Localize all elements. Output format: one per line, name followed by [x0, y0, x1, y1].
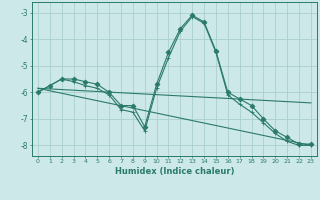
X-axis label: Humidex (Indice chaleur): Humidex (Indice chaleur) — [115, 167, 234, 176]
